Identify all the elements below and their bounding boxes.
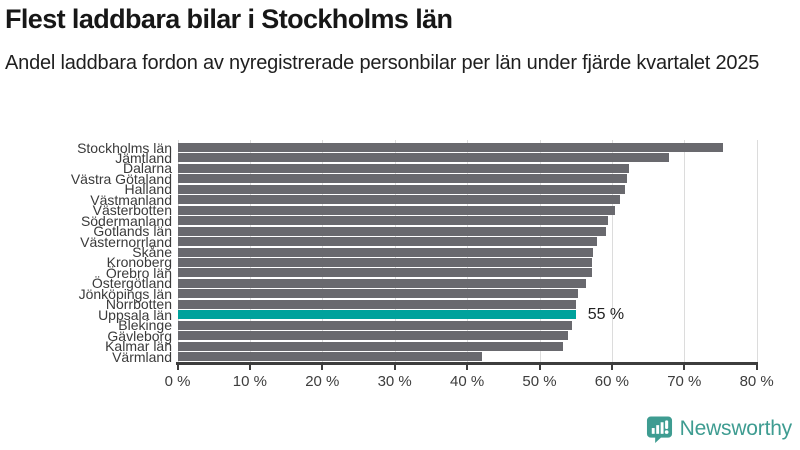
y-axis-label: Östergötland — [91, 275, 172, 292]
y-axis-label: Stockholms län — [77, 139, 172, 156]
bar — [177, 278, 586, 288]
y-axis-label: Jönköpings län — [78, 285, 172, 302]
chart-subtitle: Andel laddbara fordon av nyregistrerade … — [5, 52, 760, 74]
x-axis-tick — [248, 362, 251, 370]
x-axis-tick-label: 80 % — [739, 373, 774, 390]
bar — [177, 216, 609, 226]
bar — [177, 205, 615, 215]
x-axis-tick-label: 30 % — [377, 373, 412, 390]
x-axis-tick — [176, 362, 179, 370]
bar — [177, 247, 594, 257]
newsworthy-logo-icon — [646, 415, 673, 443]
y-axis-label: Västerbotten — [92, 202, 172, 219]
x-axis-tick — [683, 362, 686, 370]
x-axis-tick — [393, 362, 396, 370]
y-axis-label: Värmland — [112, 348, 172, 365]
bar — [177, 184, 625, 194]
y-axis-label: Jämtland — [115, 149, 172, 166]
bar — [177, 341, 563, 351]
highlight-value-label: 55 % — [587, 305, 625, 323]
x-axis-tick-label: 0 % — [164, 373, 191, 390]
bar — [177, 195, 620, 205]
y-axis-label: Norrbotten — [105, 296, 172, 313]
bar — [177, 226, 607, 236]
x-axis-tick — [610, 362, 613, 370]
y-axis-label: Gotlands län — [93, 223, 172, 240]
bar — [177, 352, 483, 361]
y-axis-label: Skåne — [132, 244, 172, 260]
bar — [177, 320, 573, 330]
x-axis-tick — [538, 362, 541, 370]
y-axis-label: Blekinge — [118, 317, 172, 334]
bar — [177, 299, 577, 309]
brand-logo: Newsworthy — [646, 414, 792, 444]
y-axis-label: Dalarna — [122, 160, 172, 177]
x-axis-tick-label: 10 % — [232, 373, 267, 390]
y-axis-label: Gävleborg — [107, 327, 172, 344]
x-axis-tick — [321, 362, 324, 370]
x-axis-tick-label: 40 % — [449, 373, 485, 390]
y-axis-label: Örebro län — [105, 264, 172, 281]
x-axis-tick-label: 70 % — [667, 373, 702, 390]
y-axis-label: Västra Götaland — [70, 170, 172, 187]
gridline — [684, 140, 686, 362]
x-axis-tick — [755, 362, 758, 370]
bar-chart: Stockholms län Jämtland Dalarna Västra Göta… — [70, 139, 774, 391]
bar — [177, 257, 593, 267]
bar — [177, 310, 576, 320]
bar — [177, 237, 597, 247]
y-axis-label: Södermanland — [80, 212, 172, 229]
brand-name: Newsworthy — [679, 417, 793, 440]
x-axis-tick-label: 60 % — [594, 373, 629, 390]
y-axis-label: Kalmar län — [105, 338, 172, 355]
bar — [177, 331, 569, 341]
bar — [177, 143, 724, 152]
y-axis-label: Kronoberg — [106, 254, 172, 271]
bar — [177, 153, 670, 163]
gridline — [611, 140, 613, 362]
bar — [177, 268, 592, 278]
bar — [177, 174, 628, 184]
x-axis-tick-label: 50 % — [522, 373, 557, 390]
x-axis-tick-label: 20 % — [305, 373, 340, 390]
y-axis-label: Västmanland — [90, 191, 172, 208]
y-axis-label: Uppsala län — [98, 306, 172, 323]
bar — [177, 163, 630, 173]
x-axis-tick — [466, 362, 469, 370]
chart-title: Flest laddbara bilar i Stockholms län — [5, 4, 453, 34]
gridline — [756, 140, 758, 362]
bar — [177, 289, 578, 299]
y-axis-label: Västernorrland — [80, 233, 172, 250]
y-axis-label: Halland — [124, 181, 172, 198]
